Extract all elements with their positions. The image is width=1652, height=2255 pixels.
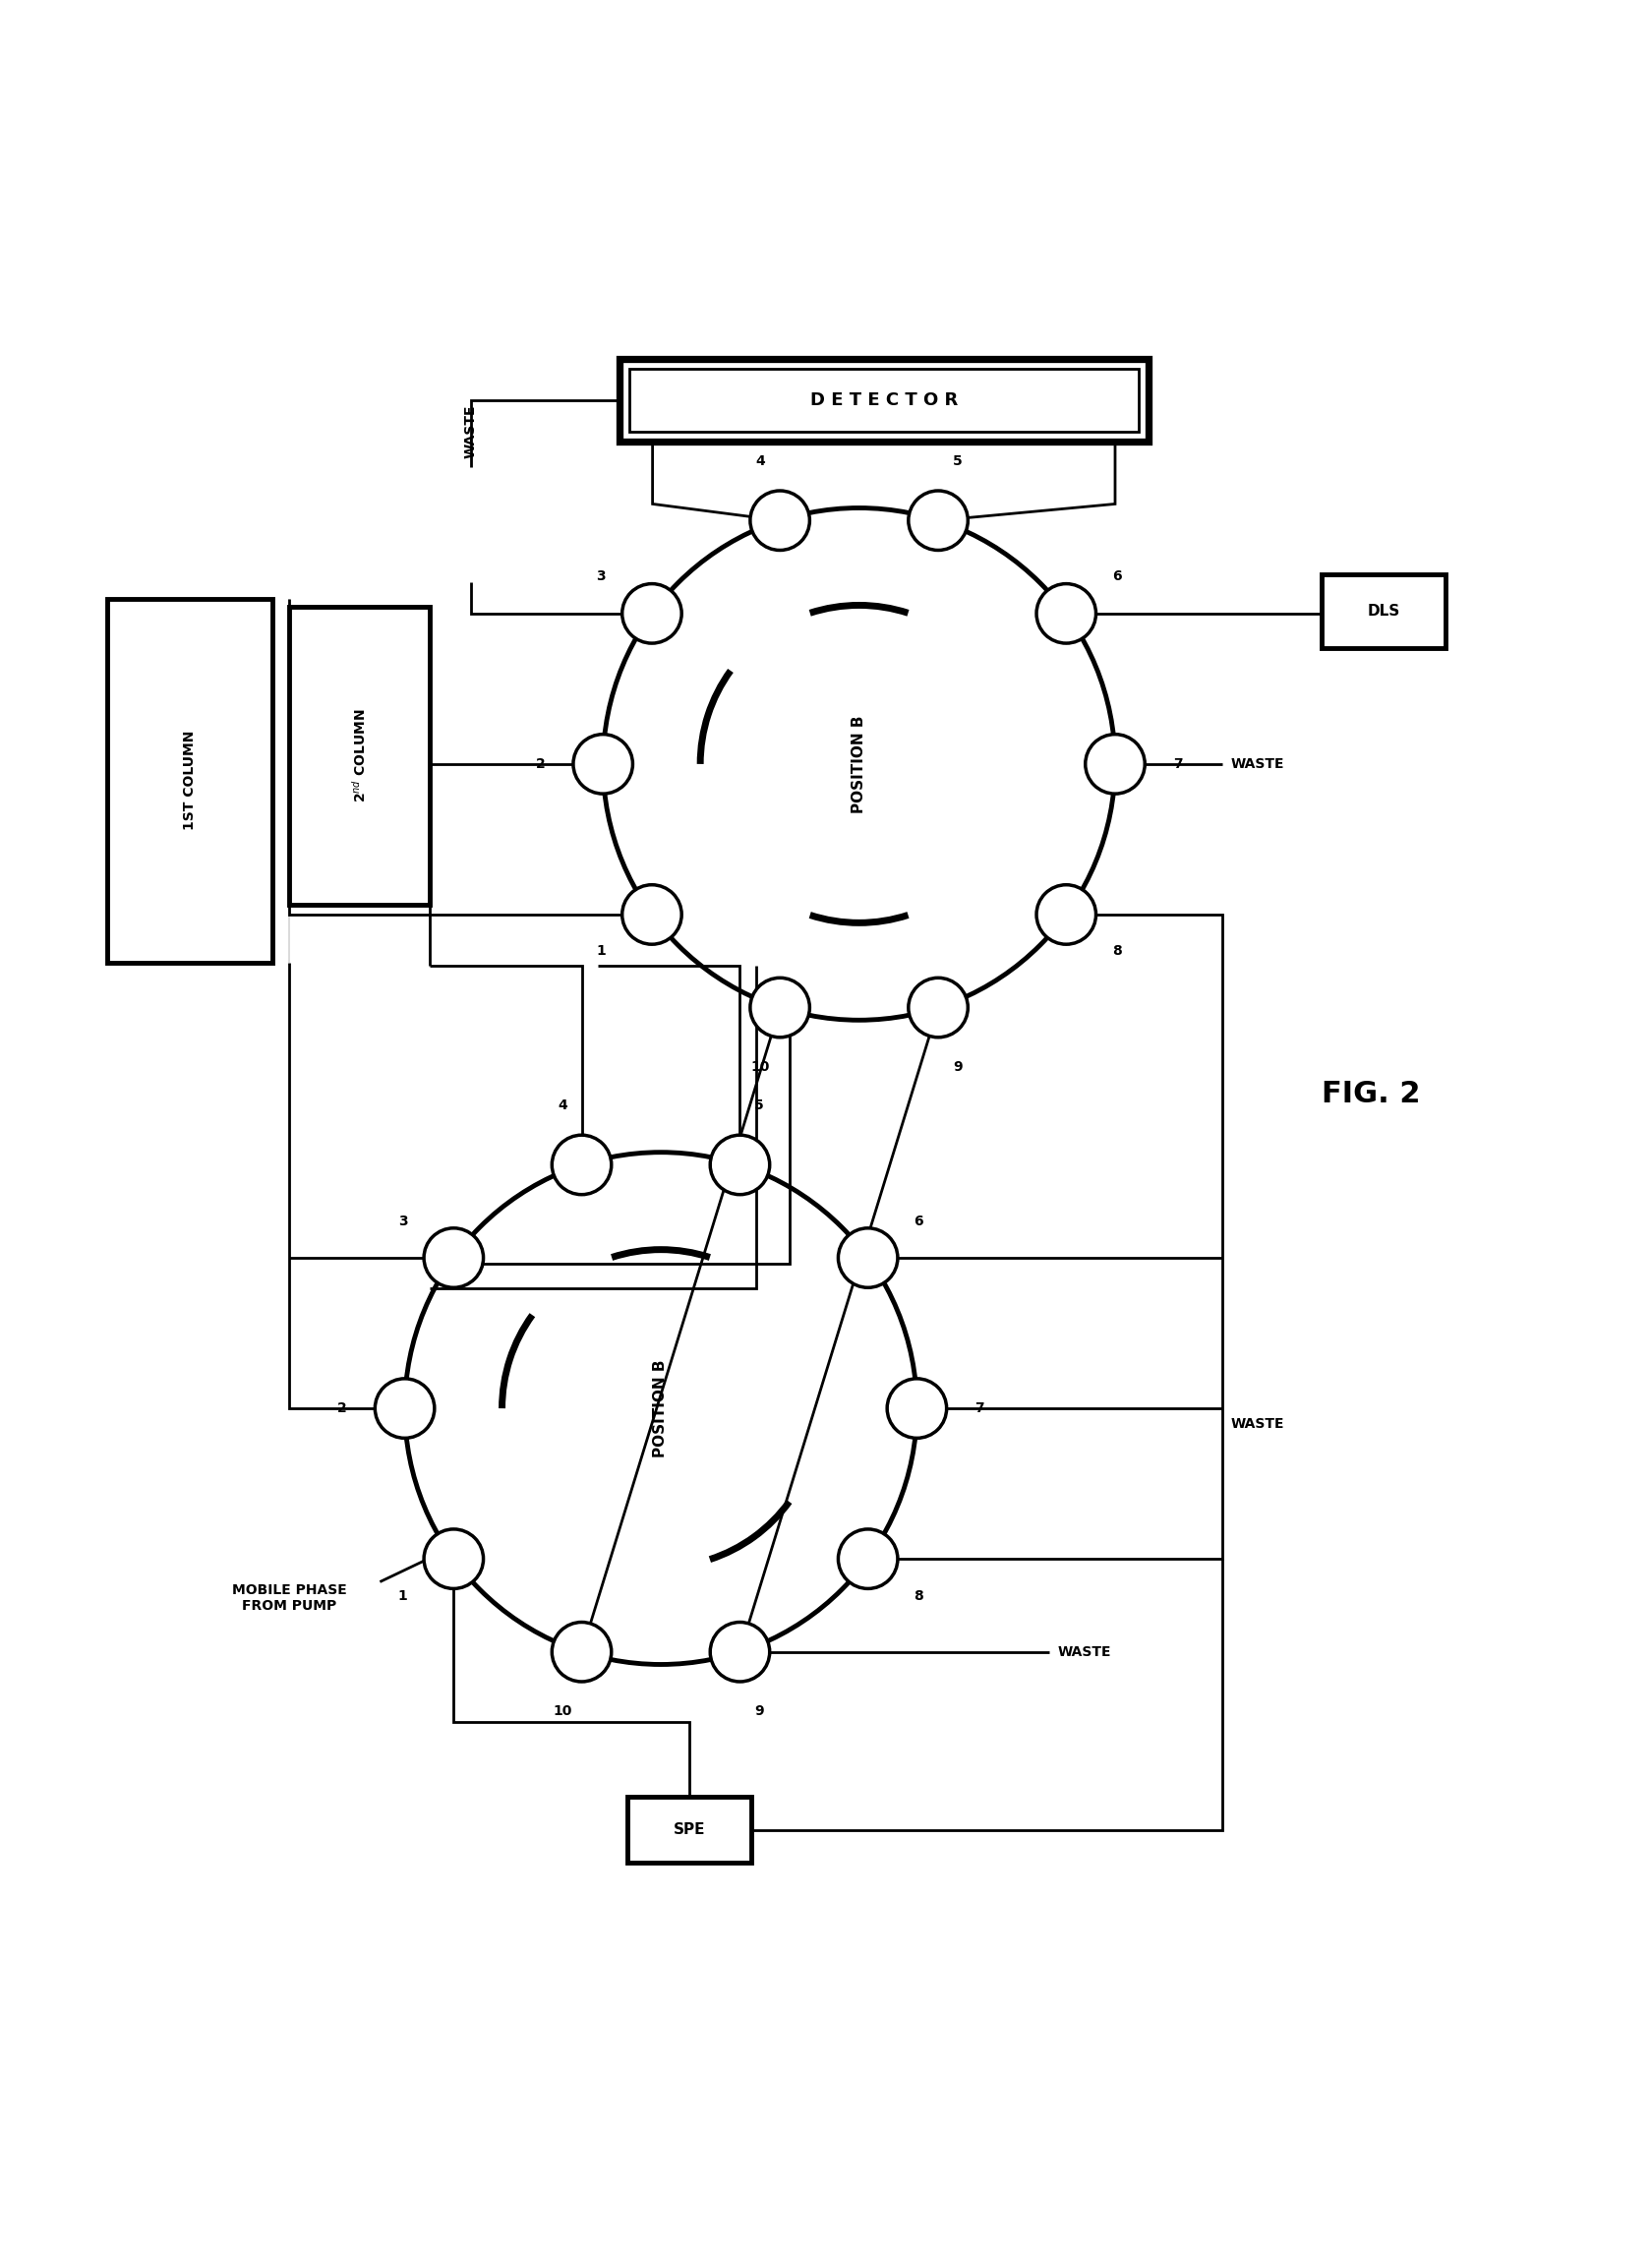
Circle shape xyxy=(838,1529,897,1588)
FancyBboxPatch shape xyxy=(1322,575,1446,649)
Text: POSITION B: POSITION B xyxy=(852,715,866,814)
Text: 8: 8 xyxy=(914,1590,923,1603)
Text: 6: 6 xyxy=(1112,571,1122,584)
Circle shape xyxy=(838,1229,897,1288)
Text: 4: 4 xyxy=(557,1098,567,1112)
FancyBboxPatch shape xyxy=(629,370,1138,433)
Text: 7: 7 xyxy=(975,1403,985,1416)
Circle shape xyxy=(909,492,968,550)
Text: 1ST COLUMN: 1ST COLUMN xyxy=(183,731,197,830)
Text: 6: 6 xyxy=(914,1213,923,1227)
Circle shape xyxy=(425,1529,484,1588)
Circle shape xyxy=(375,1378,434,1439)
Text: 2: 2 xyxy=(337,1403,347,1416)
Text: 2$^{nd}$ COLUMN: 2$^{nd}$ COLUMN xyxy=(350,708,368,803)
Circle shape xyxy=(552,1621,611,1682)
Text: 4: 4 xyxy=(755,453,765,467)
Text: 3: 3 xyxy=(596,571,606,584)
Circle shape xyxy=(887,1378,947,1439)
Text: POSITION B: POSITION B xyxy=(654,1360,667,1457)
Circle shape xyxy=(573,735,633,794)
Circle shape xyxy=(552,1134,611,1195)
Text: MOBILE PHASE
FROM PUMP: MOBILE PHASE FROM PUMP xyxy=(231,1583,347,1612)
Circle shape xyxy=(1085,735,1145,794)
Text: DLS: DLS xyxy=(1368,604,1399,618)
Circle shape xyxy=(623,884,682,945)
Circle shape xyxy=(710,1134,770,1195)
Circle shape xyxy=(623,584,682,643)
Text: 3: 3 xyxy=(398,1213,408,1227)
Text: 7: 7 xyxy=(1173,758,1183,771)
Text: WASTE: WASTE xyxy=(1231,758,1284,771)
Circle shape xyxy=(710,1621,770,1682)
Circle shape xyxy=(909,979,968,1037)
Text: 5: 5 xyxy=(953,453,963,467)
Circle shape xyxy=(1036,884,1095,945)
Text: FIG. 2: FIG. 2 xyxy=(1322,1080,1421,1109)
Circle shape xyxy=(1036,584,1095,643)
FancyBboxPatch shape xyxy=(107,600,273,963)
Text: 9: 9 xyxy=(755,1705,765,1718)
Circle shape xyxy=(425,1229,484,1288)
Text: 1: 1 xyxy=(398,1590,408,1603)
Text: WASTE: WASTE xyxy=(1057,1646,1110,1660)
Text: 2: 2 xyxy=(535,758,545,771)
FancyBboxPatch shape xyxy=(628,1797,752,1863)
Text: 10: 10 xyxy=(553,1705,572,1718)
Text: WASTE: WASTE xyxy=(1231,1416,1284,1430)
Text: 9: 9 xyxy=(953,1060,963,1073)
Text: 8: 8 xyxy=(1112,945,1122,958)
Text: SPE: SPE xyxy=(674,1822,705,1838)
Text: 5: 5 xyxy=(755,1098,765,1112)
Text: 10: 10 xyxy=(752,1060,770,1073)
Text: WASTE: WASTE xyxy=(464,406,477,458)
Circle shape xyxy=(750,492,809,550)
FancyBboxPatch shape xyxy=(620,359,1148,442)
Text: 1: 1 xyxy=(596,945,606,958)
Circle shape xyxy=(750,979,809,1037)
Text: D E T E C T O R: D E T E C T O R xyxy=(809,392,958,410)
FancyBboxPatch shape xyxy=(289,607,430,904)
